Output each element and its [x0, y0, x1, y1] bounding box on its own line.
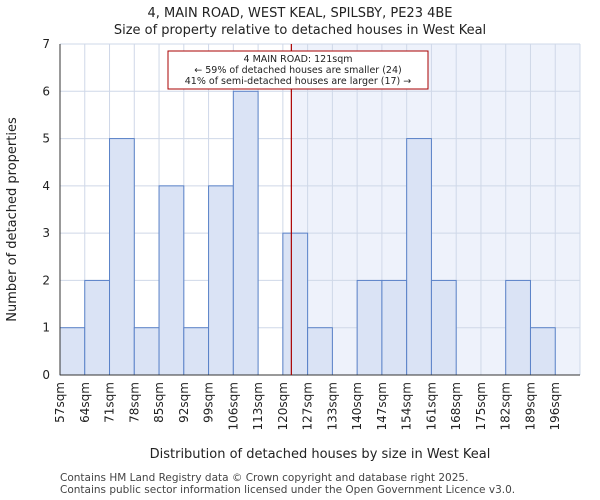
y-tick-label: 0 — [42, 368, 50, 382]
x-tick-label: 154sqm — [400, 382, 414, 430]
x-tick-label: 106sqm — [226, 382, 240, 430]
x-tick-label: 71sqm — [103, 382, 117, 423]
x-tick-label: 99sqm — [202, 382, 216, 423]
bar — [208, 185, 234, 376]
x-tick-label: 182sqm — [499, 382, 513, 430]
bar — [232, 90, 259, 376]
bar — [307, 327, 333, 376]
annotation-line: 4 MAIN ROAD: 121sqm — [244, 54, 353, 65]
x-tick-label: 64sqm — [78, 382, 92, 423]
footer-copyright: Contains HM Land Registry data © Crown c… — [60, 472, 469, 484]
y-tick-label: 6 — [42, 84, 50, 98]
x-tick-label: 78sqm — [127, 382, 141, 423]
x-tick-label: 140sqm — [350, 382, 364, 430]
y-tick-label: 7 — [42, 37, 50, 51]
x-tick-label: 196sqm — [548, 382, 562, 430]
x-tick-label: 133sqm — [325, 382, 339, 430]
bar — [356, 279, 383, 376]
chart-title-address: 4, MAIN ROAD, WEST KEAL, SPILSBY, PE23 4… — [147, 6, 453, 21]
annotation-box — [167, 50, 429, 90]
x-tick-label: 147sqm — [375, 382, 389, 430]
x-tick-label: 175sqm — [474, 382, 488, 430]
footer-licence: Contains public sector information licen… — [60, 484, 516, 496]
x-tick-label: 120sqm — [276, 382, 290, 430]
x-tick-label: 127sqm — [301, 382, 315, 430]
bar — [406, 138, 432, 376]
bar — [158, 185, 185, 376]
x-tick-label: 92sqm — [177, 382, 191, 423]
bar — [505, 279, 531, 376]
bar — [381, 279, 408, 376]
annotation-line: 41% of semi-detached houses are larger (… — [185, 76, 412, 87]
x-axis-label: Distribution of detached houses by size … — [150, 447, 491, 462]
bar — [84, 279, 111, 376]
annotation-line: ← 59% of detached houses are smaller (24… — [194, 65, 401, 76]
x-tick-label: 168sqm — [449, 382, 463, 430]
y-tick-label: 1 — [42, 321, 50, 335]
x-tick-label: 113sqm — [251, 382, 265, 430]
bar — [109, 138, 135, 376]
y-tick-label: 5 — [42, 132, 50, 146]
y-tick-label: 3 — [42, 226, 50, 240]
bar — [282, 232, 309, 376]
y-axis-label: Number of detached properties — [5, 117, 20, 322]
x-tick-label: 161sqm — [424, 382, 438, 430]
x-tick-label: 57sqm — [53, 382, 67, 423]
bar — [430, 279, 457, 376]
chart-subtitle: Size of property relative to detached ho… — [113, 23, 487, 38]
bar — [183, 327, 210, 376]
bar — [529, 327, 556, 376]
bar — [133, 327, 160, 376]
bar — [59, 327, 86, 376]
x-tick-label: 189sqm — [523, 382, 537, 430]
y-tick-label: 4 — [42, 179, 50, 193]
x-tick-label: 85sqm — [152, 382, 166, 423]
y-tick-label: 2 — [42, 273, 50, 287]
